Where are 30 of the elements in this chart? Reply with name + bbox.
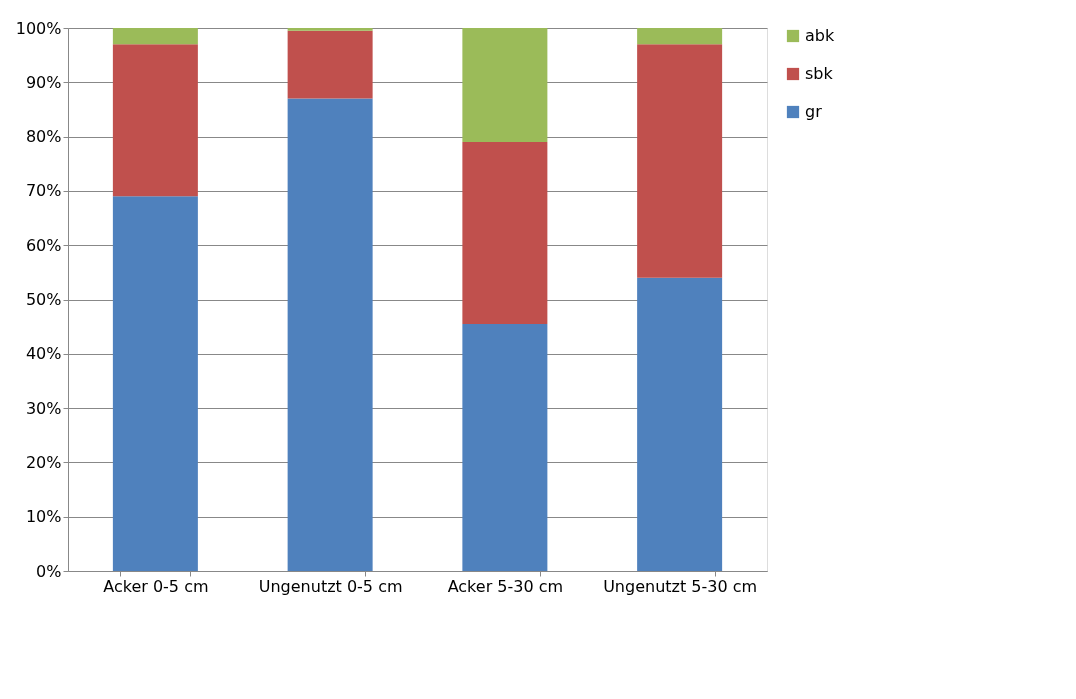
y-tick-label: 80% xyxy=(25,127,62,147)
x-tick-label: Acker 5-30 cm xyxy=(447,576,564,596)
legend-label: sbk xyxy=(805,64,834,83)
bar xyxy=(462,323,548,571)
y-tick-label: 30% xyxy=(25,398,62,418)
bar xyxy=(287,30,373,99)
bar xyxy=(112,44,198,197)
bar xyxy=(637,28,723,45)
bar xyxy=(637,277,723,571)
legend-label: gr xyxy=(805,102,823,121)
legend-label: abk xyxy=(805,26,835,45)
y-tick-label: 90% xyxy=(25,72,62,92)
y-tick-label: 60% xyxy=(25,235,62,255)
y-tick-label: 20% xyxy=(25,452,62,472)
x-tick-label: Ungenutzt 5-30 cm xyxy=(603,576,758,596)
x-tick-label: Acker 0-5 cm xyxy=(103,576,209,596)
y-tick-label: 0% xyxy=(36,561,62,581)
x-tick-label: Ungenutzt 0-5 cm xyxy=(258,576,403,596)
y-tick-label: 70% xyxy=(25,181,62,201)
bar xyxy=(112,28,198,45)
bar xyxy=(112,196,198,571)
bar xyxy=(462,28,548,143)
y-tick-label: 10% xyxy=(25,507,62,527)
bar xyxy=(287,28,373,31)
bar xyxy=(287,98,373,571)
bar xyxy=(462,142,548,324)
bar xyxy=(637,44,723,278)
y-tick-label: 100% xyxy=(15,18,62,38)
y-tick-label: 40% xyxy=(25,344,62,364)
y-tick-label: 50% xyxy=(25,290,62,309)
